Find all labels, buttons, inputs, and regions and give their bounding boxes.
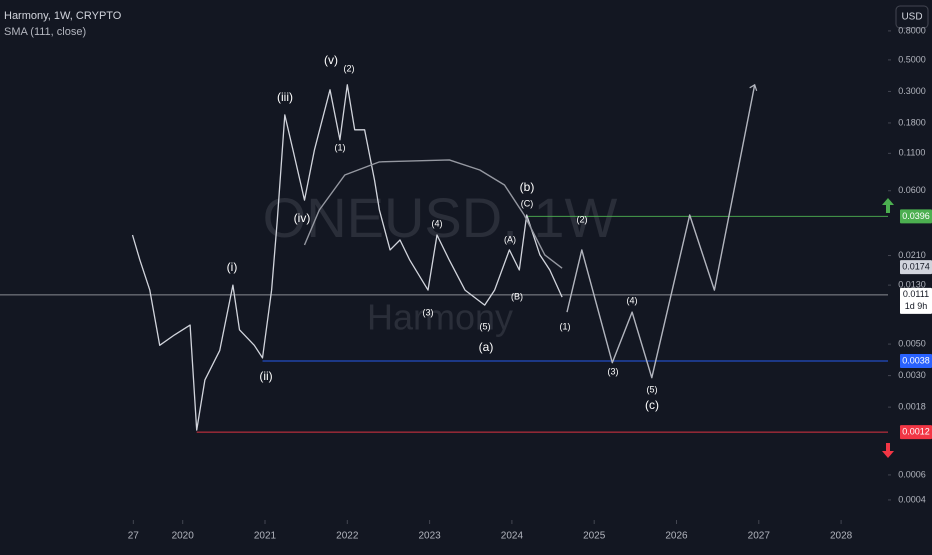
x-tick-label: 2026 (665, 531, 688, 542)
down-arrow (882, 443, 894, 458)
wave-label: (2) (344, 63, 355, 73)
price-label-box (900, 209, 932, 224)
wave-label: (3) (608, 366, 619, 376)
x-tick-label: 2028 (830, 531, 853, 542)
up-arrow (882, 198, 894, 213)
wave-label: (A) (504, 234, 516, 244)
price-label-box (900, 354, 932, 369)
x-tick-label: 27 (128, 531, 140, 542)
wave-label: (C) (521, 198, 534, 208)
wave-label: (4) (432, 218, 443, 228)
wave-label: (v) (324, 53, 338, 67)
wave-label: (2) (577, 214, 588, 224)
y-tick-label: 0.1800 (898, 117, 926, 127)
wave-label: (4) (627, 295, 638, 305)
wave-label: (5) (480, 321, 491, 331)
x-tick-label: 2024 (501, 531, 524, 542)
price-label-box (900, 425, 932, 440)
wave-label: (iv) (294, 211, 311, 225)
price-label: 0.0038 (902, 355, 930, 365)
x-tick-label: 2020 (172, 531, 195, 542)
price-label: 0.0396 (902, 211, 930, 221)
projection-arrow (749, 83, 758, 91)
y-tick-label: 0.0018 (898, 402, 926, 412)
x-tick-label: 2025 (583, 531, 606, 542)
wave-label: (c) (645, 398, 659, 412)
y-tick-label: 0.0004 (898, 494, 926, 504)
wave-label: (i) (227, 260, 238, 274)
wave-label: (iii) (277, 90, 293, 104)
wave-label: (a) (479, 340, 494, 354)
price-label: 0.0012 (902, 427, 930, 437)
wave-label: (3) (423, 307, 434, 317)
indicator-label: SMA (111, close) (4, 26, 86, 38)
x-tick-label: 2021 (254, 531, 277, 542)
y-tick-label: 0.0030 (898, 370, 926, 380)
wave-label: (b) (520, 180, 535, 194)
y-tick-label: 0.1100 (899, 148, 926, 158)
currency-button[interactable] (895, 5, 929, 29)
x-tick-label: 2022 (336, 531, 359, 542)
series-line (566, 84, 756, 379)
series-line (303, 159, 563, 269)
x-tick-label: 2027 (748, 531, 771, 542)
countdown: 1d 9h (905, 301, 928, 311)
y-tick-label: 0.0600 (898, 185, 926, 195)
price-label: 0.0111 (903, 289, 929, 299)
wave-label: (1) (560, 321, 571, 331)
y-tick-label: 0.0050 (898, 338, 926, 348)
y-tick-label: 0.0006 (898, 469, 926, 479)
y-tick-label: 0.0130 (898, 279, 926, 289)
series-line (131, 84, 563, 431)
wave-label: (ii) (259, 369, 272, 383)
watermark: Harmony (367, 297, 513, 338)
chart-title: Harmony, 1W, CRYPTO (4, 10, 122, 22)
wave-label: (5) (647, 384, 658, 394)
price-label-box (900, 287, 932, 314)
price-label-box (900, 260, 932, 275)
y-tick-label: 0.0210 (898, 250, 926, 260)
y-tick-label: 0.8000 (898, 25, 926, 35)
watermark: ONEUSD, 1W (263, 186, 618, 249)
y-tick-label: 0.5000 (898, 54, 926, 64)
price-label: 0.0174 (902, 262, 930, 272)
y-tick-label: 0.3000 (898, 86, 926, 96)
wave-label: (B) (511, 291, 523, 301)
currency-label[interactable]: USD (901, 12, 922, 23)
x-tick-label: 2023 (418, 531, 441, 542)
wave-label: (1) (335, 142, 346, 152)
